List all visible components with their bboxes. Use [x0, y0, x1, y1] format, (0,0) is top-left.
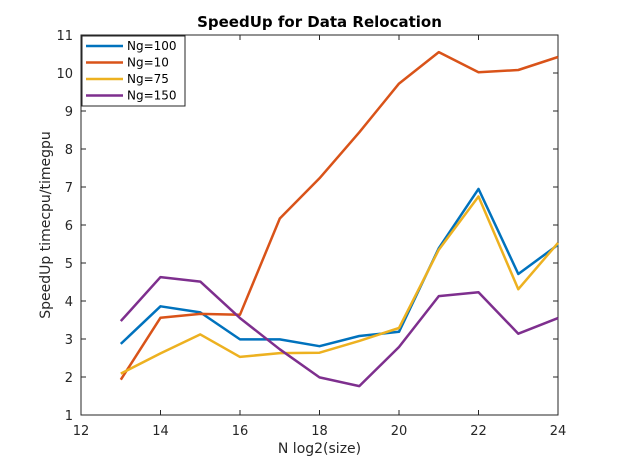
x-tick-label: 16	[232, 424, 249, 439]
chart-title: SpeedUp for Data Relocation	[197, 13, 442, 31]
series-line-ng-150	[119, 275, 559, 388]
y-tick-label: 8	[65, 143, 73, 158]
y-tick-label: 1	[65, 409, 73, 424]
x-tick-label: 14	[152, 424, 169, 439]
legend-label: Ng=150	[127, 89, 177, 103]
x-tick-label: 20	[391, 424, 408, 439]
legend-label: Ng=10	[127, 56, 169, 70]
series-line-ng-75	[120, 195, 559, 375]
y-tick-label: 2	[65, 371, 73, 386]
x-tick-label: 18	[311, 424, 328, 439]
series-lines	[119, 50, 559, 388]
legend-label: Ng=100	[127, 39, 177, 53]
x-axis-label: N log2(size)	[278, 441, 361, 457]
legend: Ng=100 Ng=10 Ng=75 Ng=150	[81, 35, 186, 107]
y-tick-label: 7	[65, 181, 73, 196]
y-tick-label: 6	[65, 219, 73, 234]
series-line-ng-10	[119, 50, 559, 381]
legend-label: Ng=75	[127, 72, 169, 86]
y-tick-label: 10	[56, 67, 73, 82]
y-tick-label: 4	[65, 295, 73, 310]
x-tick-label: 24	[550, 424, 567, 439]
y-tick-label: 11	[56, 29, 73, 44]
x-tick-label: 22	[470, 424, 487, 439]
series-line-ng-100	[119, 187, 559, 348]
y-tick-label: 3	[65, 333, 73, 348]
y-axis-label: SpeedUp timecpu/timegpu	[38, 131, 54, 319]
x-tick-label: 12	[73, 424, 90, 439]
y-tick-label: 5	[65, 257, 73, 272]
y-tick-label: 9	[65, 105, 73, 120]
